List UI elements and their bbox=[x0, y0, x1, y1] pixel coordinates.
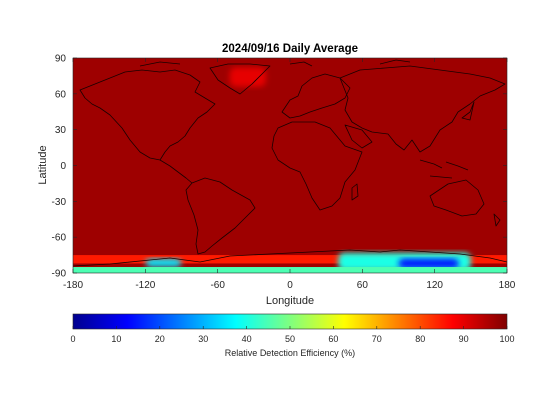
colorbar-tick-label: 90 bbox=[459, 334, 469, 344]
colorbar-ticks: 0 10 20 30 40 50 60 70 80 90 100 bbox=[70, 326, 515, 344]
x-axis: -180 -120 -60 0 60 120 180 bbox=[63, 58, 516, 291]
chart-title: 2024/09/16 Daily Average bbox=[222, 43, 358, 55]
africa-coast bbox=[271, 121, 363, 211]
y-axis-label: Latitude bbox=[37, 145, 49, 184]
colorbar-tick-label: 10 bbox=[111, 334, 121, 344]
heatmap-region-antarctic-west bbox=[145, 258, 182, 268]
heatmap-region-antarctic-edge bbox=[73, 255, 507, 264]
x-tick-label: 60 bbox=[357, 280, 369, 291]
heatmap-region-antarctic-core bbox=[398, 258, 459, 269]
australia-coast bbox=[429, 179, 485, 217]
colorbar-tick-label: 100 bbox=[499, 334, 514, 344]
x-tick-label: -60 bbox=[210, 280, 225, 291]
y-tick-label: 90 bbox=[55, 54, 67, 65]
antarctica-coast bbox=[73, 249, 507, 267]
new-zealand-coast bbox=[493, 213, 501, 227]
colorbar-tick-label: 20 bbox=[155, 334, 165, 344]
coastline-outlines bbox=[73, 59, 507, 267]
x-tick-label: -120 bbox=[135, 280, 155, 291]
y-tick-label: 0 bbox=[60, 161, 66, 172]
x-tick-label: 120 bbox=[426, 280, 443, 291]
x-axis-label: Longitude bbox=[266, 295, 314, 307]
y-tick-label: 60 bbox=[55, 89, 67, 100]
y-tick-label: -60 bbox=[52, 233, 67, 244]
colorbar-tick-label: 70 bbox=[372, 334, 382, 344]
arabia-coast bbox=[344, 124, 373, 149]
colorbar-tick-label: 40 bbox=[242, 334, 252, 344]
japan-coast bbox=[461, 101, 475, 121]
heatmap-area bbox=[73, 58, 507, 273]
south-america-coast bbox=[185, 177, 256, 255]
y-tick-label: 30 bbox=[55, 125, 67, 136]
colorbar-tick-label: 0 bbox=[70, 334, 75, 344]
colorbar-tick-label: 80 bbox=[415, 334, 425, 344]
central-america-coast bbox=[159, 159, 193, 184]
greenland-coast bbox=[209, 63, 271, 95]
madagascar-coast bbox=[351, 183, 359, 201]
x-tick-label: 0 bbox=[287, 280, 293, 291]
asia-coast bbox=[339, 65, 506, 153]
arctic-islands-coast bbox=[139, 59, 411, 67]
north-america-coast bbox=[79, 69, 216, 161]
indonesia-coast bbox=[419, 159, 469, 179]
colorbar-label: Relative Detection Efficiency (%) bbox=[225, 348, 355, 358]
heatmap-region-greenland-high bbox=[229, 67, 266, 87]
x-tick-label: 180 bbox=[499, 280, 516, 291]
europe-coast bbox=[281, 73, 351, 119]
y-tick-label: -90 bbox=[52, 269, 67, 280]
y-axis: -90 -60 -30 0 30 60 90 bbox=[52, 54, 507, 280]
colorbar-tick-label: 60 bbox=[328, 334, 338, 344]
x-tick-label: -180 bbox=[63, 280, 83, 291]
heatmap-background bbox=[73, 58, 507, 273]
y-tick-label: -30 bbox=[52, 197, 67, 208]
colorbar-tick-label: 50 bbox=[285, 334, 295, 344]
colorbar-tick-label: 30 bbox=[198, 334, 208, 344]
